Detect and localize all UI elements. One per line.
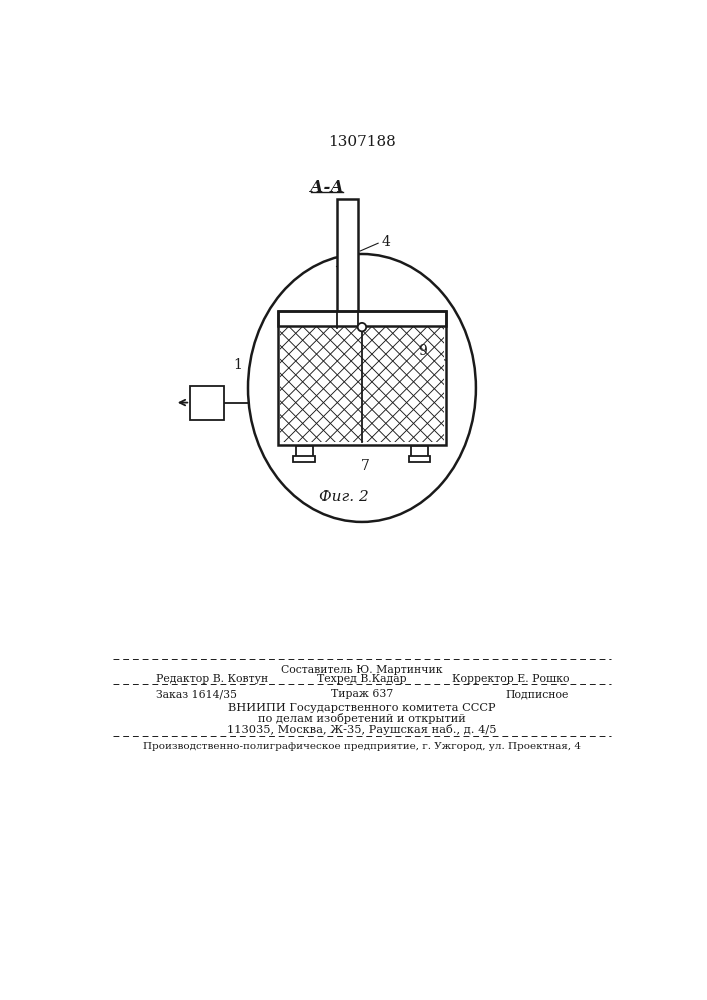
- Text: Производственно-полиграфическое предприятие, г. Ужгород, ул. Проектная, 4: Производственно-полиграфическое предприя…: [143, 742, 581, 751]
- Bar: [296, 446, 312, 457]
- Text: Подписное: Подписное: [506, 689, 569, 699]
- Bar: [279, 326, 444, 442]
- Text: 1307188: 1307188: [328, 135, 396, 149]
- Text: Фиг. 2: Фиг. 2: [320, 490, 369, 504]
- Bar: [411, 446, 428, 457]
- Text: Редактор В. Ковтун: Редактор В. Ковтун: [156, 674, 268, 684]
- Text: Составитель Ю. Мартинчик: Составитель Ю. Мартинчик: [281, 665, 443, 675]
- Text: 1: 1: [233, 358, 243, 372]
- Text: Заказ 1614/35: Заказ 1614/35: [156, 689, 237, 699]
- Text: 3: 3: [203, 396, 211, 410]
- Bar: [278, 311, 446, 326]
- Text: 4: 4: [381, 235, 390, 249]
- Text: ВНИИПИ Государственного комитета СССР: ВНИИПИ Государственного комитета СССР: [228, 703, 496, 713]
- Text: 113035, Москва, Ж-35, Раушская наб., д. 4/5: 113035, Москва, Ж-35, Раушская наб., д. …: [227, 724, 497, 735]
- Text: по делам изобретений и открытий: по делам изобретений и открытий: [258, 713, 466, 724]
- Bar: [190, 386, 224, 420]
- Bar: [278, 311, 446, 445]
- Text: Тираж 637: Тираж 637: [331, 689, 393, 699]
- Text: 7: 7: [361, 460, 370, 474]
- Text: 5: 5: [323, 316, 332, 330]
- Bar: [409, 456, 431, 462]
- Text: А-А: А-А: [310, 179, 344, 196]
- Text: Техред В.Кадар: Техред В.Кадар: [317, 674, 407, 684]
- Circle shape: [358, 323, 366, 331]
- Bar: [337, 199, 358, 312]
- Text: 9: 9: [419, 344, 427, 358]
- Bar: [293, 456, 315, 462]
- Text: Корректор Е. Рошко: Корректор Е. Рошко: [452, 674, 569, 684]
- Text: 6: 6: [382, 316, 391, 330]
